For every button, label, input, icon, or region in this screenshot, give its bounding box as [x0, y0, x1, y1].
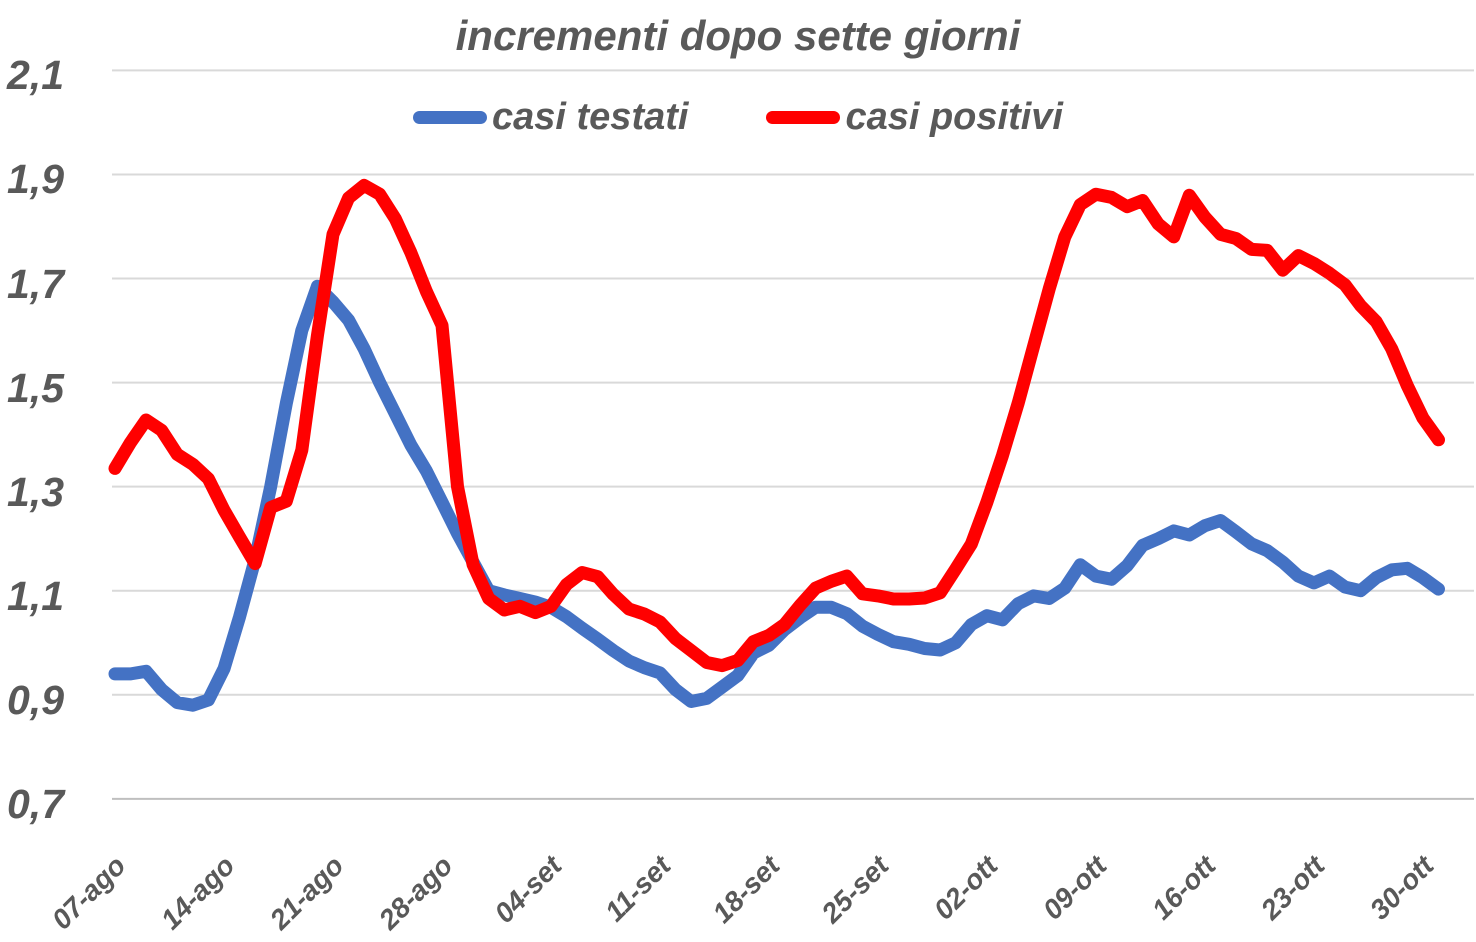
- legend-item-casi-positivi: casi positivi: [766, 96, 1063, 139]
- series-line-casi-positivi: [108, 178, 1445, 673]
- chart-title: incrementi dopo sette giorni: [455, 12, 1021, 59]
- legend-item-casi-testati: casi testati: [413, 96, 688, 139]
- y-axis-tick-label: 1,1: [7, 572, 64, 619]
- legend-label-casi-testati: casi testati: [492, 96, 689, 138]
- legend-swatch-casi-positivi: [766, 111, 841, 124]
- legend: casi testati casi positivi: [0, 96, 1476, 139]
- y-axis-tick-label: 1,5: [7, 364, 64, 411]
- legend-swatch-casi-testati: [413, 111, 487, 124]
- y-axis-tick-label: 0,7: [7, 780, 64, 827]
- gridlines: [112, 69, 1474, 800]
- y-axis-tick-label: 2,1: [7, 52, 64, 99]
- legend-label-casi-positivi: casi positivi: [845, 96, 1063, 138]
- y-axis-tick-label: 0,9: [7, 676, 64, 723]
- y-axis-tick-label: 1,7: [7, 260, 64, 307]
- y-axis-tick-label: 1,9: [7, 156, 64, 203]
- y-axis-tick-label: 1,3: [7, 468, 64, 515]
